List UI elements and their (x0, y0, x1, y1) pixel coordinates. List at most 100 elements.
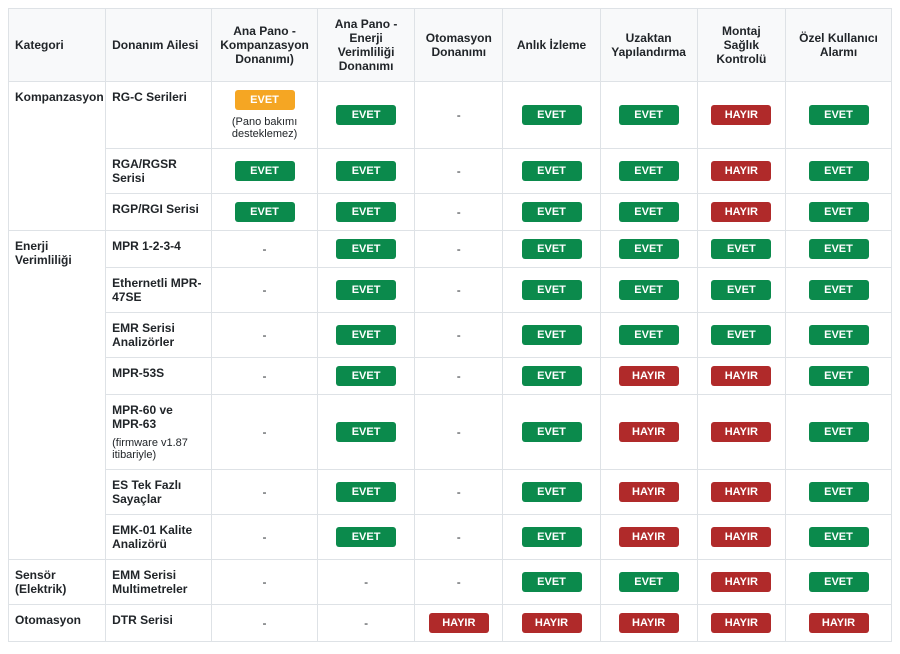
value-cell: EVET (786, 268, 892, 313)
value-cell: EVET (503, 313, 600, 358)
value-cell: EVET (318, 82, 415, 149)
badge-no: HAYIR (619, 422, 679, 442)
col-header-7: Montaj Sağlık Kontrolü (697, 9, 785, 82)
badge-yes: EVET (522, 422, 582, 442)
badge-yes: EVET (809, 202, 869, 222)
badge-yes: EVET (619, 105, 679, 125)
badge-yes: EVET (809, 105, 869, 125)
value-cell: - (415, 313, 503, 358)
value-cell: EVET (318, 268, 415, 313)
col-header-8: Özel Kullanıcı Alarmı (786, 9, 892, 82)
value-cell: EVET (503, 395, 600, 470)
value-cell: HAYIR (600, 470, 697, 515)
value-cell: EVET (697, 268, 785, 313)
value-cell: - (415, 268, 503, 313)
value-cell: HAYIR (697, 82, 785, 149)
value-cell: - (212, 605, 318, 642)
value-cell: EVET (503, 231, 600, 268)
value-cell: - (415, 194, 503, 231)
category-cell: Enerji Verimliliği (9, 231, 106, 560)
value-cell: HAYIR (600, 515, 697, 560)
value-cell: EVET (503, 515, 600, 560)
family-cell: EMM Serisi Multimetreler (106, 560, 212, 605)
badge-yes: EVET (336, 280, 396, 300)
category-cell: Otomasyon (9, 605, 106, 642)
family-cell: RGP/RGI Serisi (106, 194, 212, 231)
badge-no: HAYIR (711, 572, 771, 592)
badge-no: HAYIR (711, 422, 771, 442)
badge-no: HAYIR (711, 161, 771, 181)
value-cell: - (212, 515, 318, 560)
badge-yes: EVET (809, 325, 869, 345)
value-cell: HAYIR (697, 515, 785, 560)
badge-yes: EVET (336, 527, 396, 547)
col-header-3: Ana Pano - Enerji Verimliliği Donanımı (318, 9, 415, 82)
value-cell: EVET (503, 560, 600, 605)
badge-yes: EVET (711, 325, 771, 345)
value-cell: EVET (318, 470, 415, 515)
badge-yes: EVET (522, 280, 582, 300)
dash: - (457, 485, 461, 499)
badge-yes: EVET (522, 239, 582, 259)
value-cell: HAYIR (697, 149, 785, 194)
value-cell: EVET (600, 82, 697, 149)
value-cell: EVET(Pano bakımı desteklemez) (212, 82, 318, 149)
family-cell: Ethernetli MPR-47SE (106, 268, 212, 313)
badge-yes: EVET (336, 105, 396, 125)
col-header-4: Otomasyon Donanımı (415, 9, 503, 82)
dash: - (457, 425, 461, 439)
dash: - (263, 485, 267, 499)
badge-no: HAYIR (711, 482, 771, 502)
value-cell: EVET (786, 313, 892, 358)
dash: - (263, 425, 267, 439)
value-cell: EVET (503, 194, 600, 231)
dash: - (457, 205, 461, 219)
family-cell: RGA/RGSR Serisi (106, 149, 212, 194)
badge-no: HAYIR (619, 366, 679, 386)
badge-yes: EVET (522, 366, 582, 386)
dash: - (457, 164, 461, 178)
family-cell: MPR-60 ve MPR-63(firmware v1.87 itibariy… (106, 395, 212, 470)
dash: - (263, 283, 267, 297)
badge-yes: EVET (336, 239, 396, 259)
family-cell: ES Tek Fazlı Sayaçlar (106, 470, 212, 515)
value-cell: - (415, 231, 503, 268)
value-cell: HAYIR (697, 560, 785, 605)
badge-yes: EVET (809, 239, 869, 259)
family-cell: EMR Serisi Analizörler (106, 313, 212, 358)
dash: - (457, 242, 461, 256)
badge-yes: EVET (619, 202, 679, 222)
table-row: Enerji VerimliliğiMPR 1-2-3-4-EVET-EVETE… (9, 231, 892, 268)
value-cell: - (415, 470, 503, 515)
value-cell: EVET (786, 149, 892, 194)
value-cell: HAYIR (600, 358, 697, 395)
dash: - (364, 575, 368, 589)
value-cell: EVET (786, 231, 892, 268)
dash: - (364, 616, 368, 630)
badge-yes: EVET (522, 202, 582, 222)
family-cell: DTR Serisi (106, 605, 212, 642)
badge-yes: EVET (522, 105, 582, 125)
family-cell: MPR-53S (106, 358, 212, 395)
table-header: KategoriDonanım AilesiAna Pano - Kompanz… (9, 9, 892, 82)
badge-yes: EVET (619, 161, 679, 181)
value-cell: - (212, 395, 318, 470)
badge-yes: EVET (619, 239, 679, 259)
badge-yes: EVET (336, 366, 396, 386)
value-cell: HAYIR (697, 194, 785, 231)
value-cell: EVET (786, 470, 892, 515)
value-cell: - (318, 605, 415, 642)
category-cell: Sensör (Elektrik) (9, 560, 106, 605)
category-cell: Kompanzasyon (9, 82, 106, 231)
badge-no: HAYIR (522, 613, 582, 633)
table-row: RGP/RGI SerisiEVETEVET-EVETEVETHAYIREVET (9, 194, 892, 231)
value-cell: EVET (697, 313, 785, 358)
value-cell: - (415, 358, 503, 395)
table-row: Sensör (Elektrik)EMM Serisi Multimetrele… (9, 560, 892, 605)
badge-yes: EVET (522, 527, 582, 547)
badge-yes: EVET (522, 572, 582, 592)
value-cell: EVET (503, 149, 600, 194)
col-header-2: Ana Pano - Kompanzasyon Donanımı) (212, 9, 318, 82)
table-row: EMK-01 Kalite Analizörü-EVET-EVETHAYIRHA… (9, 515, 892, 560)
value-cell: HAYIR (415, 605, 503, 642)
